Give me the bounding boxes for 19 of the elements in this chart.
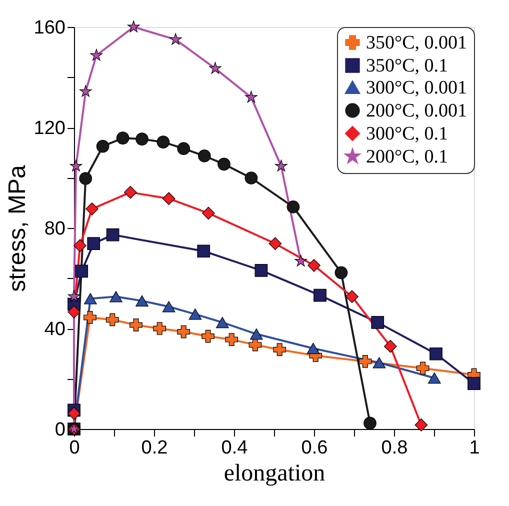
x-tick-label: 0 xyxy=(69,438,80,458)
legend-label: 200°C, 0.001 xyxy=(366,100,468,122)
x-axis-title: elongation xyxy=(224,460,326,486)
legend-label: 350°C, 0.1 xyxy=(366,56,448,76)
y-axis-title: stress, MPa xyxy=(4,164,31,292)
x-tick-label: 0.2 xyxy=(141,438,168,458)
y-tick-label: 0 xyxy=(54,420,66,440)
legend-label: 300°C, 0.1 xyxy=(366,124,448,144)
y-tick-label: 40 xyxy=(44,319,66,340)
x-tick-label: 0.6 xyxy=(301,438,328,458)
y-tick-label: 80 xyxy=(44,218,66,240)
legend-label: 300°C, 0.001 xyxy=(366,78,468,98)
legend-label: 350°C, 0.001 xyxy=(366,32,468,54)
legend-label: 200°C, 0.1 xyxy=(366,146,448,168)
x-tick-label: 1 xyxy=(469,438,480,458)
x-tick-label: 0.8 xyxy=(381,438,408,458)
y-tick-label: 120 xyxy=(34,118,66,139)
y-tick-label: 160 xyxy=(34,18,66,38)
x-tick-label: 0.4 xyxy=(221,438,248,458)
